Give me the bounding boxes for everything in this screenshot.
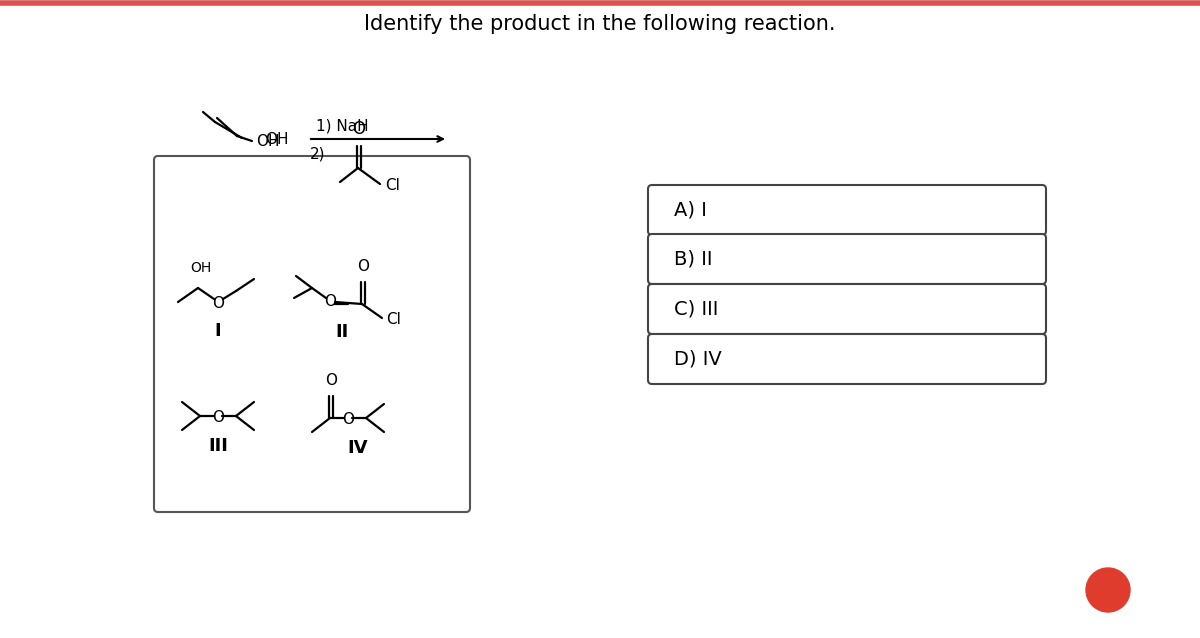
FancyBboxPatch shape <box>648 284 1046 334</box>
Circle shape <box>1086 568 1130 612</box>
Text: A) I: A) I <box>674 200 707 219</box>
Text: O: O <box>353 120 366 138</box>
FancyBboxPatch shape <box>648 185 1046 235</box>
Text: C) III: C) III <box>674 299 719 318</box>
Text: O: O <box>342 413 354 427</box>
Text: D) IV: D) IV <box>674 350 721 369</box>
Text: Cl: Cl <box>385 179 400 193</box>
Text: O: O <box>212 295 224 311</box>
FancyBboxPatch shape <box>648 334 1046 384</box>
Text: 2): 2) <box>310 147 325 161</box>
Text: +: + <box>1097 576 1120 604</box>
Text: III: III <box>208 437 228 455</box>
Text: B) II: B) II <box>674 249 713 269</box>
Text: Identify the product in the following reaction.: Identify the product in the following re… <box>365 14 835 34</box>
Text: O: O <box>358 259 370 274</box>
Text: Cl: Cl <box>386 313 401 327</box>
FancyBboxPatch shape <box>154 156 470 512</box>
Text: I: I <box>215 322 221 340</box>
Text: 1) NaH: 1) NaH <box>316 119 368 133</box>
Text: O: O <box>325 373 337 388</box>
Text: OH: OH <box>256 133 280 149</box>
Text: OH: OH <box>191 261 211 275</box>
Text: IV: IV <box>348 439 368 457</box>
Text: O: O <box>324 295 336 309</box>
FancyBboxPatch shape <box>648 234 1046 284</box>
Text: II: II <box>335 323 349 341</box>
Text: O: O <box>212 410 224 426</box>
Text: OH: OH <box>265 133 288 147</box>
